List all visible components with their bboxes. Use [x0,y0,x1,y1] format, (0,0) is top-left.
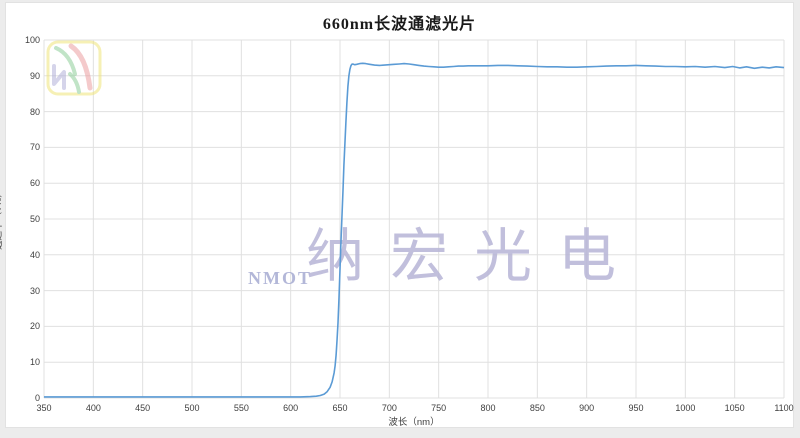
x-tick-label: 350 [36,403,52,413]
y-tick-label: 20 [29,321,40,332]
y-tick-label: 90 [29,70,40,81]
x-tick-label: 650 [332,403,348,413]
x-tick-label: 800 [480,403,496,413]
x-axis-title: 波长（nm） [388,417,440,428]
x-tick-label: 450 [135,403,151,413]
x-tick-label: 1100 [774,403,794,413]
curve-line [44,62,785,398]
x-tick-label: 500 [184,403,200,413]
y-tick-label: 50 [29,214,40,224]
x-tick-label: 700 [381,403,397,413]
y-tick-label: 100 [24,35,40,45]
gridlines [43,39,785,399]
transmittance-curve [44,62,785,398]
y-tick-label: 70 [29,142,40,153]
y-tick-label: 40 [29,249,40,260]
x-tick-label: 400 [85,403,101,413]
x-tick-label: 900 [579,403,595,413]
plot-area: NMOT 纳宏光电 [43,39,785,399]
chart-title: 660nm长波通滤光片 [322,16,477,33]
x-tick-label: 600 [283,403,299,413]
x-tick-label: 750 [431,403,447,413]
x-tick-label: 950 [628,403,644,413]
y-tick-label: 30 [29,285,40,296]
y-tick-label: 10 [29,357,40,368]
x-tick-label: 550 [233,403,249,413]
x-tick-label: 1000 [675,403,696,413]
x-tick-label: 850 [529,403,545,413]
y-tick-label: 80 [29,106,40,117]
x-tick-label: 1050 [724,403,745,413]
y-axis-title-text: 透过率（T%） [0,188,4,250]
y-tick-label: 60 [29,178,40,189]
chart-panel: 660nm长波通滤光片 NMOT 纳宏光电 0 10 20 30 40 50 60 70 80 9… [0,2,794,428]
y-tick-label: 0 [34,393,40,403]
